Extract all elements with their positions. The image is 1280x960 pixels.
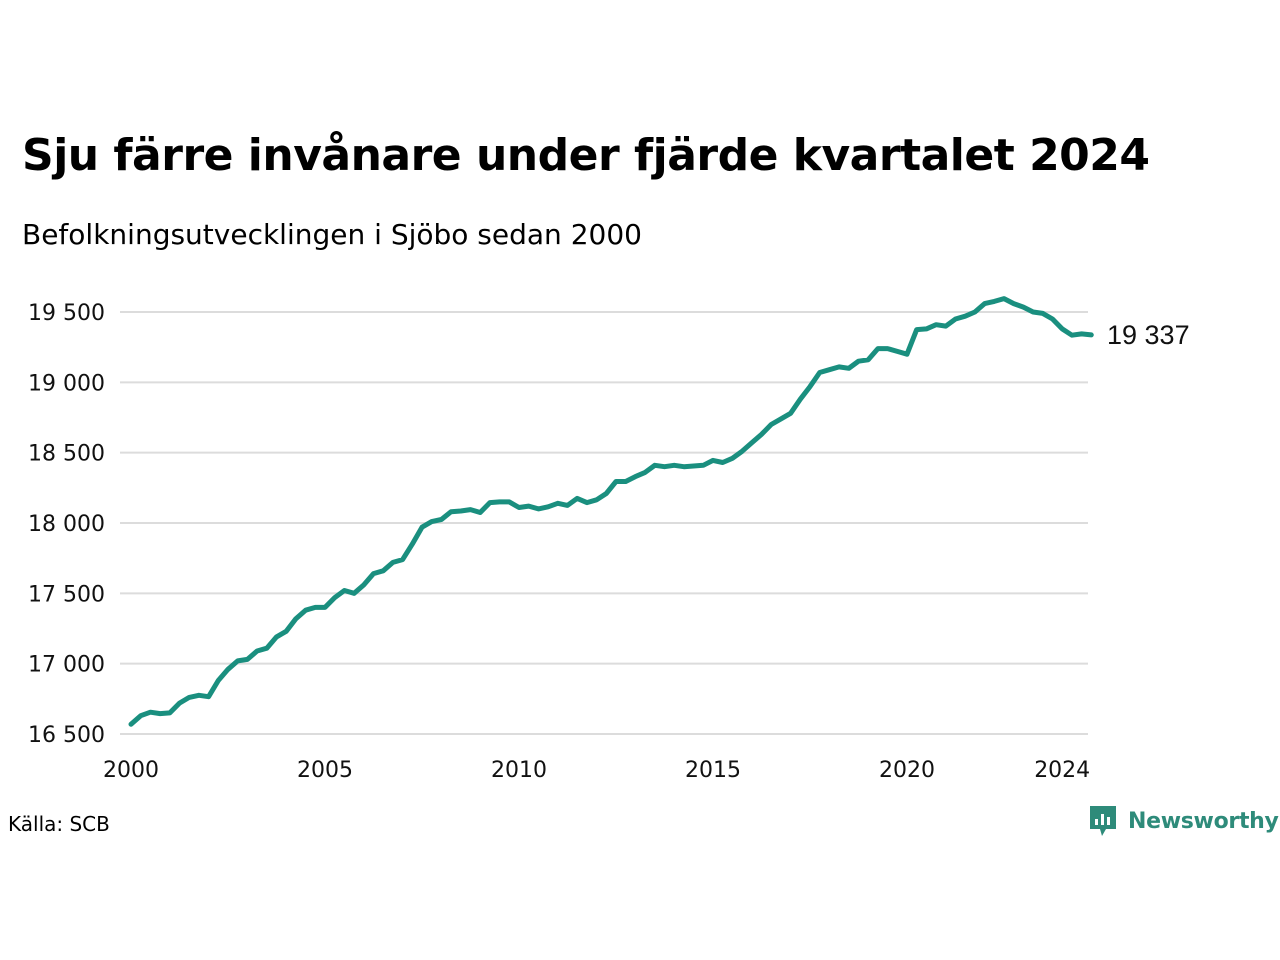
source-note: Källa: SCB xyxy=(8,812,110,836)
chart-title: Sju färre invånare under fjärde kvartale… xyxy=(22,130,1150,181)
x-tick-label: 2015 xyxy=(685,758,741,783)
brand-name: Newsworthy xyxy=(1128,808,1279,834)
y-tick-label: 19 000 xyxy=(28,371,105,396)
series-line-0 xyxy=(128,296,1094,727)
x-tick-label: 2020 xyxy=(879,758,935,783)
x-tick-label: 2005 xyxy=(297,758,353,783)
y-tick-label: 18 500 xyxy=(28,442,105,467)
y-tick-label: 19 500 xyxy=(28,301,105,326)
x-tick-label: 2000 xyxy=(103,758,159,783)
y-tick-label: 16 500 xyxy=(28,723,105,748)
y-tick-label: 18 000 xyxy=(28,512,105,537)
x-tick-label: 2010 xyxy=(491,758,547,783)
y-tick-label: 17 500 xyxy=(28,582,105,607)
x-tick-label: 2024 xyxy=(1034,758,1090,783)
newsworthy-logo-icon xyxy=(1090,806,1116,836)
chart-subtitle: Befolkningsutvecklingen i Sjöbo sedan 20… xyxy=(22,218,642,251)
end-value-label: 19 337 xyxy=(1107,320,1190,350)
brand-logo[interactable]: Newsworthy xyxy=(1088,804,1279,838)
y-tick-label: 17 000 xyxy=(28,653,105,678)
